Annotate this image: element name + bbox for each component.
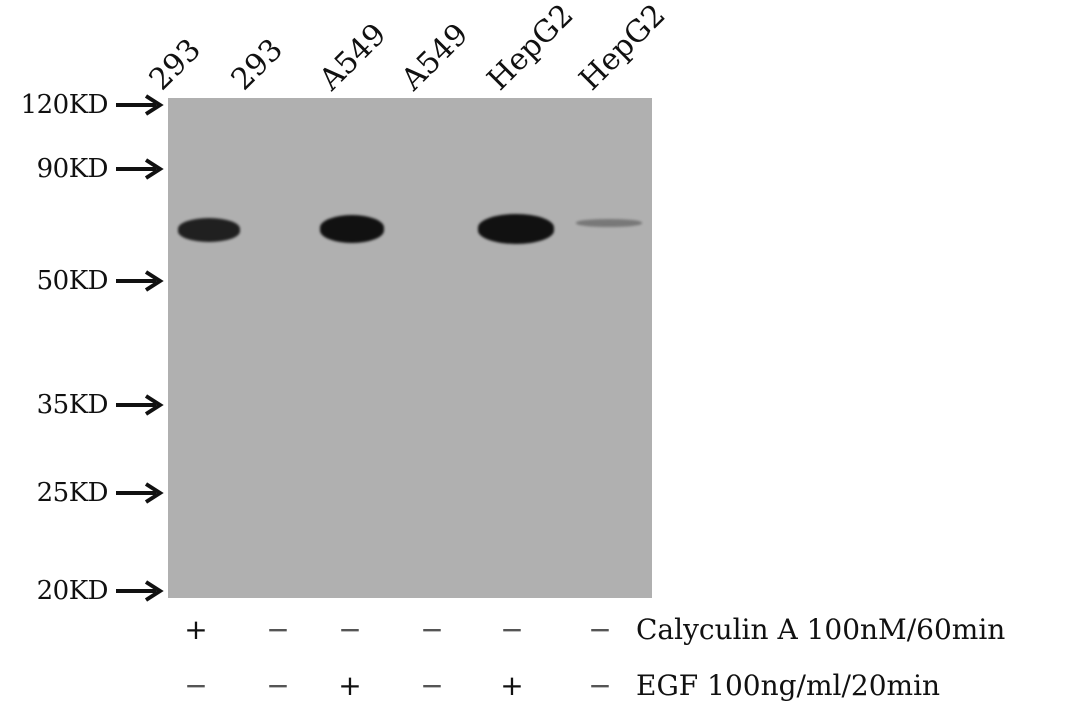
arrow-right-icon bbox=[116, 94, 164, 116]
protein-band-lane-1 bbox=[178, 218, 240, 242]
blot-membrane bbox=[168, 98, 652, 598]
lane-label-4: A549 bbox=[394, 16, 476, 98]
arrow-right-icon bbox=[116, 394, 164, 416]
marker-row: 120KD bbox=[0, 90, 164, 120]
protein-band-lane-5 bbox=[478, 214, 554, 244]
egf-sign-lane-3: + bbox=[338, 669, 362, 702]
arrow-right-icon bbox=[116, 580, 164, 602]
calyculin-sign-lane-6: − bbox=[588, 613, 612, 646]
marker-label: 120KD bbox=[20, 90, 109, 120]
marker-label: 25KD bbox=[36, 478, 109, 508]
marker-label: 90KD bbox=[36, 154, 109, 184]
marker-row: 90KD bbox=[0, 154, 164, 184]
marker-row: 35KD bbox=[0, 390, 164, 420]
marker-label: 20KD bbox=[36, 576, 109, 606]
lane-label-5: HepG2 bbox=[480, 0, 581, 98]
egf-row: EGF 100ng/ml/20min − − + − + − bbox=[0, 668, 1080, 704]
egf-sign-lane-6: − bbox=[588, 669, 612, 702]
arrow-right-icon bbox=[116, 482, 164, 504]
egf-sign-lane-1: − bbox=[184, 669, 208, 702]
calyculin-sign-lane-4: − bbox=[420, 613, 444, 646]
marker-label: 50KD bbox=[36, 266, 109, 296]
protein-band-lane-6 bbox=[576, 219, 642, 227]
egf-sign-lane-5: + bbox=[500, 669, 524, 702]
lane-label-3: A549 bbox=[312, 16, 394, 98]
lane-label-2: 293 bbox=[224, 32, 290, 98]
calyculin-sign-lane-5: − bbox=[500, 613, 524, 646]
protein-band-lane-3 bbox=[320, 215, 384, 243]
calyculin-sign-lane-1: + bbox=[184, 613, 208, 646]
calyculin-sign-lane-2: − bbox=[266, 613, 290, 646]
marker-row: 25KD bbox=[0, 478, 164, 508]
calyculin-row: Calyculin A 100nM/60min + − − − − − bbox=[0, 612, 1080, 648]
calyculin-sign-lane-3: − bbox=[338, 613, 362, 646]
marker-row: 20KD bbox=[0, 576, 164, 606]
marker-row: 50KD bbox=[0, 266, 164, 296]
calyculin-label: Calyculin A 100nM/60min bbox=[636, 613, 1006, 646]
egf-sign-lane-2: − bbox=[266, 669, 290, 702]
lane-label-1: 293 bbox=[142, 32, 208, 98]
egf-label: EGF 100ng/ml/20min bbox=[636, 669, 941, 702]
egf-sign-lane-4: − bbox=[420, 669, 444, 702]
lane-label-6: HepG2 bbox=[572, 0, 673, 98]
marker-label: 35KD bbox=[36, 390, 109, 420]
arrow-right-icon bbox=[116, 270, 164, 292]
arrow-right-icon bbox=[116, 158, 164, 180]
